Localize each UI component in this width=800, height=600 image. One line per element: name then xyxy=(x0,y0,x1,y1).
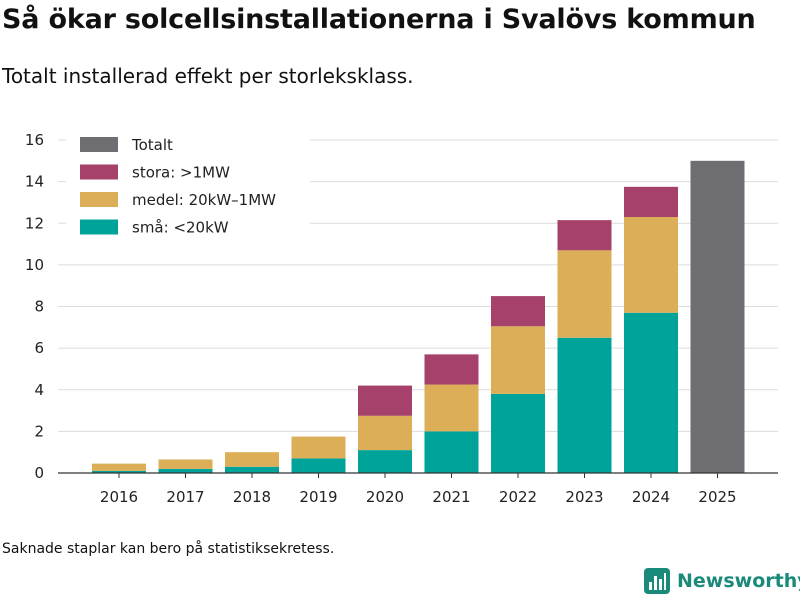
legend-label: små: <20kW xyxy=(132,219,229,237)
y-tick-label: 10 xyxy=(25,256,44,274)
legend-label: Totalt xyxy=(131,136,173,154)
y-tick-label: 2 xyxy=(34,422,44,440)
bar-segment xyxy=(358,415,412,451)
bar-segment xyxy=(358,450,412,473)
bar-segment xyxy=(291,436,346,459)
bar-segment xyxy=(158,459,213,469)
brand-logo: Newsworthy xyxy=(644,568,800,594)
y-tick-label: 8 xyxy=(34,298,44,316)
y-tick-label: 14 xyxy=(25,173,44,191)
stacked-bar-chart: 0 2 4 6 8 10 12 14 16 2016 2017 2018 2019 2020 2021 202… xyxy=(25,128,778,506)
bar-segment xyxy=(424,384,479,432)
x-tick-label: 2025 xyxy=(698,488,736,506)
x-tick-label: 2022 xyxy=(499,488,537,506)
bar-segment xyxy=(491,393,545,473)
bar-segment xyxy=(690,160,745,473)
x-tick-label: 2016 xyxy=(100,488,138,506)
legend-swatch xyxy=(80,192,118,207)
bar-segment xyxy=(92,463,146,471)
x-tick-label: 2018 xyxy=(233,488,271,506)
legend-swatch xyxy=(80,164,118,180)
bar-segment xyxy=(491,296,545,327)
y-tick-label: 0 xyxy=(34,464,44,482)
bar-segment xyxy=(491,326,545,394)
bar-segment xyxy=(291,458,346,473)
x-tick-label: 2021 xyxy=(432,488,470,506)
x-tick-label: 2017 xyxy=(166,488,204,506)
bar-chart-logo-icon xyxy=(644,568,670,594)
bar-segment xyxy=(557,337,612,473)
x-tick-label: 2024 xyxy=(632,488,670,506)
y-tick-label: 12 xyxy=(25,214,44,232)
legend-swatch xyxy=(80,137,118,152)
legend: Totalt stora: >1MW medel: 20kW–1MW små: <20… xyxy=(66,128,310,244)
bar-segment xyxy=(158,468,213,473)
axes: 0 2 4 6 8 10 12 14 16 2016 2017 2018 2019 2020 2021 202… xyxy=(25,131,778,506)
bar-segment xyxy=(225,466,279,473)
bar-segment xyxy=(424,431,479,473)
bar-segment xyxy=(225,452,279,467)
legend-label: stora: >1MW xyxy=(132,164,230,182)
brand-name: Newsworthy xyxy=(677,570,800,592)
bar-segment xyxy=(624,217,678,313)
x-tick-label: 2019 xyxy=(299,488,337,506)
footnote: Saknade staplar kan bero på statistiksek… xyxy=(2,541,335,557)
y-tick-label: 6 xyxy=(34,339,44,357)
chart-title: Så ökar solcellsinstallationerna i Svalö… xyxy=(2,4,756,35)
chart-subtitle: Totalt installerad effekt per storlekskl… xyxy=(2,64,414,88)
bar-segment xyxy=(624,186,678,218)
bar-segment xyxy=(358,385,412,416)
legend-swatch xyxy=(80,219,118,235)
bars xyxy=(92,160,745,473)
x-tick-label: 2023 xyxy=(565,488,603,506)
bar-segment xyxy=(624,312,678,473)
bar-segment xyxy=(92,470,146,473)
legend-label: medel: 20kW–1MW xyxy=(132,191,276,209)
bar-segment xyxy=(424,354,479,385)
bar-segment xyxy=(557,250,612,338)
y-tick-label: 4 xyxy=(34,381,44,399)
y-tick-label: 16 xyxy=(25,131,44,149)
x-tick-label: 2020 xyxy=(366,488,404,506)
bar-segment xyxy=(557,220,612,251)
